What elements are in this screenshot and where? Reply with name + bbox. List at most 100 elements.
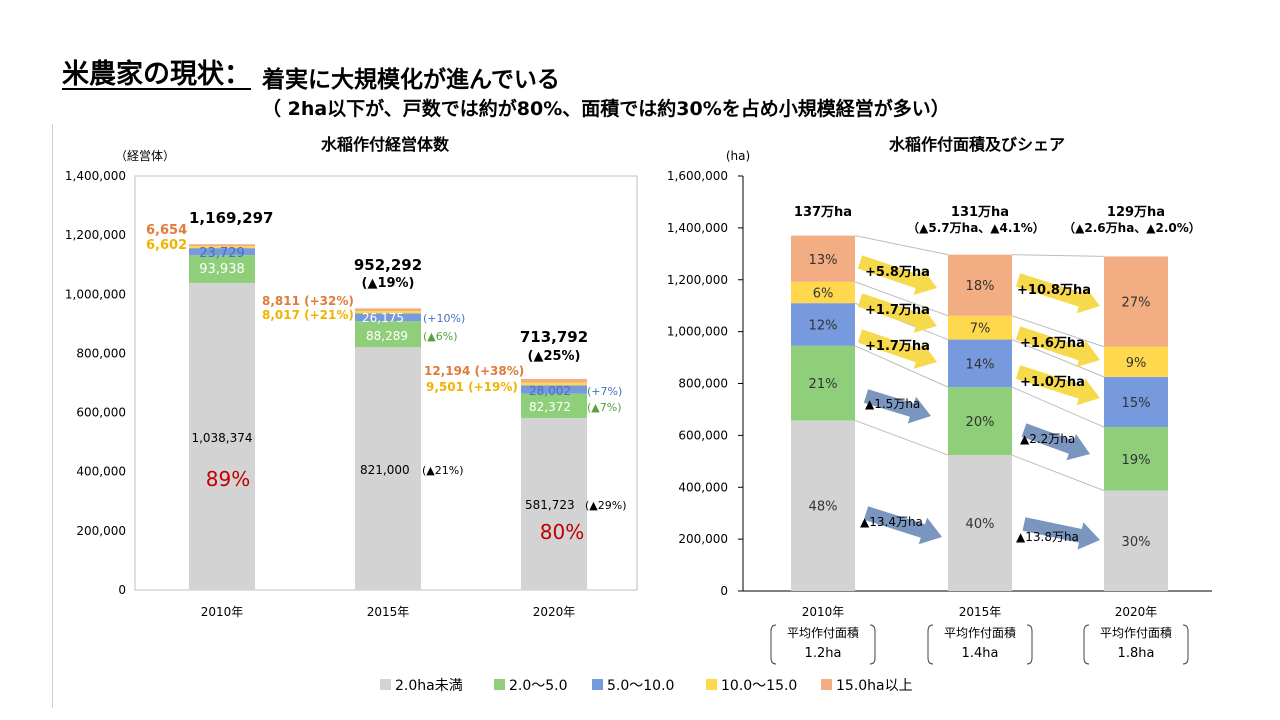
right-y-tick: 600,000 — [678, 428, 728, 442]
left-total-change: (▲19%) — [362, 276, 415, 291]
legend-label: 5.0～10.0 — [607, 678, 674, 694]
left-bar-c2to5 — [189, 255, 255, 283]
left-y-tick: 1,400,000 — [65, 169, 126, 183]
right-x-tick: 2020年 — [1115, 605, 1158, 619]
right-y-tick: 1,600,000 — [667, 169, 728, 183]
left-bar-c10to15 — [355, 310, 421, 314]
right-share-label: 18% — [966, 279, 995, 294]
right-y-tick: 0 — [720, 584, 728, 598]
right-share-label: 15% — [1122, 396, 1151, 411]
legend-label: 2.0ha未満 — [395, 678, 463, 694]
growth-arrow — [857, 255, 937, 295]
right-y-tick: 800,000 — [678, 377, 728, 391]
left-5to10-label: 23,729 — [199, 246, 245, 261]
left-bar-c5to10 — [189, 248, 255, 256]
right-y-axis-label: (ha) — [726, 149, 750, 163]
legend-label: 2.0～5.0 — [509, 678, 568, 694]
right-connector-line — [1011, 386, 1105, 428]
left-y-tick: 1,000,000 — [65, 287, 126, 301]
left-y-tick: 1,200,000 — [65, 228, 126, 242]
right-y-tick: 1,000,000 — [667, 325, 728, 339]
left-bar-ge15 — [189, 244, 255, 247]
right-bar-ge15 — [791, 235, 855, 282]
avg-area-value: 1.8ha — [1118, 646, 1155, 661]
left-bar-c2to5 — [521, 393, 587, 418]
right-total-label: 137万ha — [794, 205, 852, 220]
left-10to15-label: 6,602 — [146, 238, 187, 253]
left-lt2-label: 581,723 — [525, 498, 575, 512]
right-share-label: 7% — [970, 322, 991, 337]
left-lt2-change: (▲29%) — [585, 499, 627, 512]
avg-area-label: 平均作付面積 — [787, 625, 859, 640]
growth-arrow — [857, 329, 937, 369]
right-share-label: 19% — [1122, 453, 1151, 468]
left-total-label: 713,792 — [520, 328, 588, 346]
right-total-label: 131万ha — [951, 205, 1009, 220]
change-label: ▲13.8万ha — [1016, 530, 1079, 544]
legend-swatch — [706, 679, 717, 690]
right-share-label: 6% — [813, 287, 834, 302]
left-y-tick: 600,000 — [76, 406, 126, 420]
left-x-tick: 2015年 — [367, 605, 410, 619]
right-bar-lt2 — [1104, 490, 1168, 591]
right-bar-c10to15 — [791, 281, 855, 304]
growth-arrow — [1015, 365, 1100, 406]
avg-bracket-right — [1182, 624, 1189, 665]
avg-area-value: 1.4ha — [962, 646, 999, 661]
right-share-label: 9% — [1126, 356, 1147, 371]
left-bar-c2to5 — [355, 321, 421, 348]
legend-swatch — [380, 679, 391, 690]
left-y-tick: 0 — [118, 583, 126, 597]
left-bar-lt2 — [521, 417, 587, 590]
left-ge15-label: 6,654 — [146, 223, 187, 238]
decline-arrow — [863, 506, 942, 545]
left-5to10-change: (+10%) — [423, 312, 465, 325]
avg-area-value: 1.2ha — [805, 646, 842, 661]
slide-note: （ 2ha以下が、戸数では約が80%、面積では約30%を占め小規模経営が多い） — [262, 98, 950, 120]
right-connector-line — [854, 345, 949, 388]
right-y-tick: 1,200,000 — [667, 273, 728, 287]
right-share-label: 14% — [966, 357, 995, 372]
right-connector-line — [1011, 254, 1105, 257]
left-bar-c10to15 — [521, 382, 587, 386]
right-bar-c5to10 — [948, 339, 1012, 388]
left-y-tick: 400,000 — [76, 465, 126, 479]
right-total-label: 129万ha — [1107, 205, 1165, 220]
slide-title-main: 米農家の現状 — [62, 59, 224, 90]
right-share-label: 13% — [809, 253, 838, 268]
right-chart-title: 水稲作付面積及びシェア — [889, 135, 1065, 154]
right-bar-lt2 — [791, 420, 855, 591]
change-label: +1.7万ha — [865, 303, 930, 318]
avg-bracket-right — [869, 624, 876, 665]
right-connector-line — [854, 419, 949, 456]
slide-title-separator: ： — [224, 59, 251, 90]
right-bar-ge15 — [1104, 256, 1168, 347]
left-y-axis-label: （経営体） — [115, 149, 175, 163]
left-2to5-label: 88,289 — [366, 329, 408, 343]
right-share-label: 48% — [809, 500, 838, 515]
legend-swatch — [821, 679, 832, 690]
left-2to5-change: (▲6%) — [423, 330, 458, 343]
right-total-change: （▲2.6万ha、▲2.0%） — [1063, 220, 1201, 235]
growth-arrow — [857, 293, 937, 333]
right-share-label: 21% — [809, 377, 838, 392]
right-bar-lt2 — [948, 455, 1012, 591]
right-connector-line — [1011, 315, 1105, 348]
left-ge15-label: 12,194 (+38%) — [424, 364, 524, 378]
avg-area-label: 平均作付面積 — [944, 625, 1016, 640]
right-connector-line — [1011, 339, 1105, 378]
left-bar-c5to10 — [355, 313, 421, 322]
avg-bracket-right — [1026, 624, 1033, 665]
left-total-label: 952,292 — [354, 256, 422, 274]
right-x-tick: 2015年 — [959, 605, 1002, 619]
left-5to10-label: 26,175 — [362, 311, 404, 325]
left-lt2-share: 80% — [540, 520, 584, 544]
left-ge15-label: 8,811 (+32%) — [262, 294, 354, 308]
right-share-label: 30% — [1122, 535, 1151, 550]
right-bar-ge15 — [948, 254, 1012, 316]
left-bar-ge15 — [355, 308, 421, 311]
legend-swatch — [494, 679, 505, 690]
growth-arrow — [1015, 326, 1100, 367]
